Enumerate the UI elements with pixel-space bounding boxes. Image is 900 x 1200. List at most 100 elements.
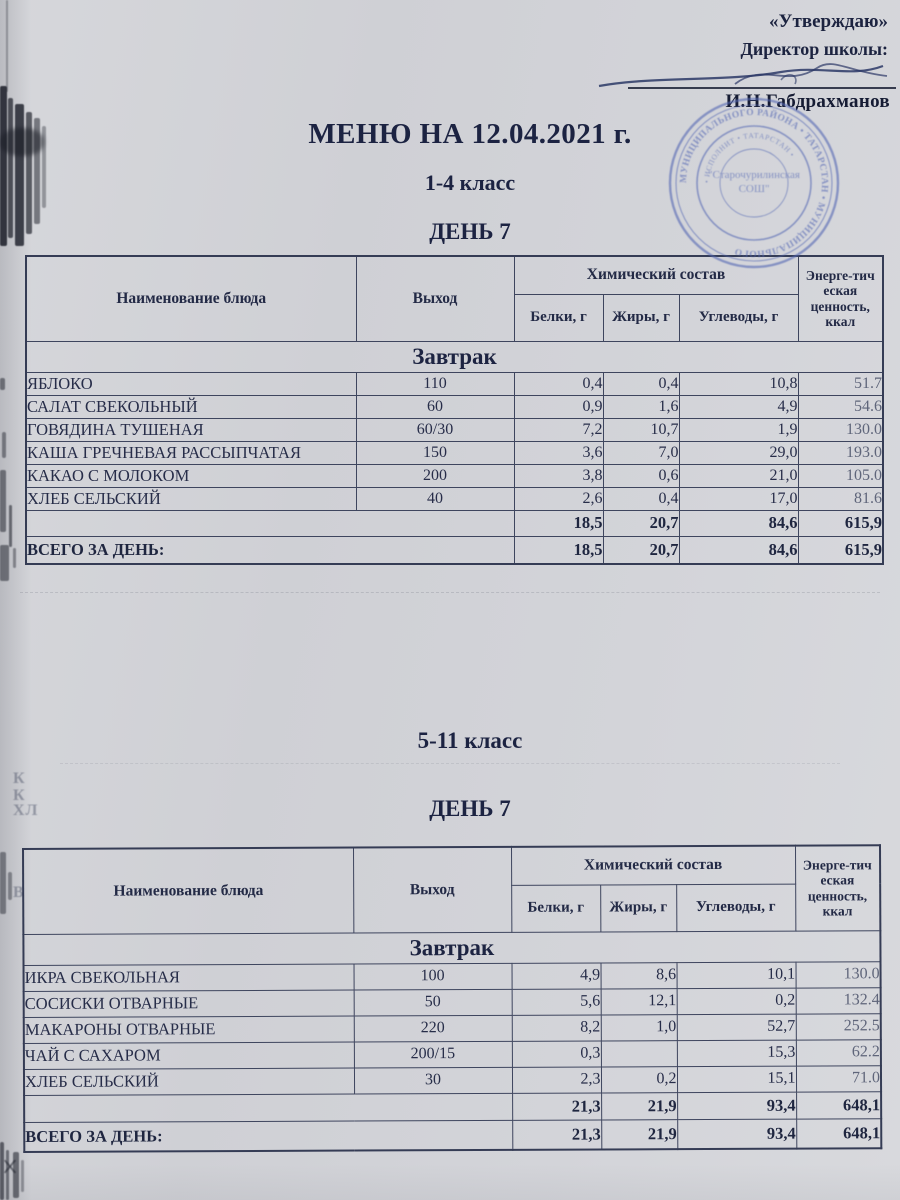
dish-cell: КАША ГРЕЧНЕВАЯ РАССЫПЧАТАЯ <box>25 440 357 465</box>
carbs-cell: 10,1 <box>676 961 796 989</box>
meal-band: Завтрак <box>25 340 884 373</box>
signature-line <box>628 87 896 89</box>
output-cell: 110 <box>355 371 515 396</box>
total-label-cell: ВСЕГО ЗА ДЕНЬ: <box>24 1119 513 1152</box>
protein-cell: 8,2 <box>511 1014 601 1041</box>
meal-band-row: Завтрак <box>25 340 884 373</box>
col-header-dish: Наименование блюда <box>25 255 357 342</box>
output-cell: 100 <box>353 962 512 990</box>
col-header-protein: Белки, г <box>513 293 604 342</box>
fat-total-cell: 20,7 <box>602 535 680 564</box>
energy-cell: 252.5 <box>795 1013 881 1040</box>
col-header-chemical: Химический состав <box>510 845 796 885</box>
signature-scribble <box>598 63 888 88</box>
menu-table-5-11: Наименование блюда Выход Химический сост… <box>22 844 883 1153</box>
fat-cell: 8,6 <box>600 962 677 989</box>
output-cell: 60/30 <box>355 417 515 442</box>
dish-row: КАКАО С МОЛОКОМ 200 3,8 0,6 21,0 105.0 <box>25 463 884 488</box>
approval-quote: «Утверждаю» <box>769 11 888 32</box>
output-cell: 40 <box>355 486 515 511</box>
dish-row: ГОВЯДИНА ТУШЕНАЯ 60/30 7,2 10,7 1,9 130.0 <box>25 417 884 442</box>
scan-faint-line <box>20 592 880 593</box>
scan-smudge <box>6 1150 9 1200</box>
energy-cell: 130.0 <box>797 417 884 442</box>
col-header-protein: Белки, г <box>511 884 601 932</box>
dish-row: МАКАРОНЫ ОТВАРНЫЕ 220 8,2 1,0 52,7 252.5 <box>23 1013 881 1043</box>
fat-cell: 0,4 <box>602 486 680 511</box>
empty-span-cell <box>25 509 515 537</box>
subtotal-row: 21,3 21,9 93,4 648,1 <box>24 1091 882 1122</box>
approval-block: «Утверждаю» Директор школы: <box>741 8 888 62</box>
protein-cell: 3,8 <box>513 463 604 488</box>
scan-smudge <box>9 505 12 547</box>
menu-table-1-4: Наименование блюда Выход Химический сост… <box>25 255 884 565</box>
grade-1-4-title: 1-4 класс <box>424 170 516 195</box>
meal-band: Завтрак <box>23 930 881 965</box>
fat-cell: 0,4 <box>602 371 680 396</box>
energy-cell: 132.4 <box>795 987 881 1014</box>
protein-cell: 0,9 <box>513 394 604 419</box>
energy-total-cell: 615,9 <box>797 535 884 564</box>
fat-cell: 10,7 <box>602 417 680 442</box>
header-row-sub: Белки, г Жиры, г Углеводы, г <box>26 293 883 342</box>
energy-total-cell: 648,1 <box>796 1118 882 1149</box>
output-cell: 150 <box>355 440 515 465</box>
protein-cell: 0,3 <box>511 1040 601 1067</box>
scan-faint-line <box>60 763 840 764</box>
scan-smudge <box>21 1160 24 1192</box>
menu-table-5-11-wrapper: Наименование блюда Выход Химический сост… <box>22 844 883 1153</box>
dish-row: КАША ГРЕЧНЕВАЯ РАССЫПЧАТАЯ 150 3,6 7,0 29,0 1… <box>25 440 884 465</box>
scan-smudge <box>0 470 6 532</box>
protein-total-cell: 21,3 <box>512 1119 602 1150</box>
output-cell: 30 <box>353 1066 513 1094</box>
fat-total-cell: 21,9 <box>601 1092 678 1120</box>
dish-cell: ЯБЛОКО <box>25 371 357 396</box>
col-header-chemical: Химический состав <box>513 255 799 295</box>
dish-row: СОСИСКИ ОТВАРНЫЕ 50 5,6 12,1 0,2 132.4 <box>23 987 881 1017</box>
protein-cell: 2,3 <box>511 1066 602 1093</box>
carbs-cell: 1,9 <box>678 417 799 442</box>
dish-cell: ХЛЕБ СЕЛЬСКИЙ <box>23 1067 355 1095</box>
scan-smudge <box>0 1142 4 1200</box>
protein-cell: 4,9 <box>511 962 601 989</box>
protein-cell: 5,6 <box>511 988 601 1015</box>
scan-smudge <box>0 378 5 390</box>
carbs-total-cell: 84,6 <box>678 535 799 564</box>
dish-cell: ИКРА СВЕКОЛЬНАЯ <box>23 963 354 991</box>
protein-cell: 0,4 <box>513 371 604 396</box>
protein-total-cell: 18,5 <box>513 535 604 564</box>
fat-cell: 1,6 <box>602 394 680 419</box>
energy-cell: 51.7 <box>797 371 884 396</box>
scan-smudge <box>6 0 8 92</box>
fat-cell: 1,0 <box>600 1014 677 1041</box>
col-header-fat: Жиры, г <box>602 293 680 342</box>
header-row-top: Наименование блюда Выход Химический сост… <box>25 255 884 342</box>
total-row: ВСЕГО ЗА ДЕНЬ: 18,5 20,7 84,6 615,9 <box>25 535 884 564</box>
carbs-cell: 52,7 <box>676 1013 796 1041</box>
fat-total-cell: 20,7 <box>602 509 680 537</box>
ghost-letter: К <box>13 770 26 787</box>
energy-total-cell: 615,9 <box>797 509 884 537</box>
fat-cell <box>600 1040 677 1067</box>
dish-row: ХЛЕБ СЕЛЬСКИЙ 40 2,6 0,4 17,0 81.6 <box>25 486 884 511</box>
fat-cell: 7,0 <box>602 440 680 465</box>
carbs-cell: 21,0 <box>678 463 799 488</box>
total-row: ВСЕГО ЗА ДЕНЬ: 21,3 21,9 93,4 648,1 <box>24 1118 882 1152</box>
col-header-dish: Наименование блюда <box>23 847 354 934</box>
menu-table-1-4-wrapper: Наименование блюда Выход Химический сост… <box>25 255 884 565</box>
energy-cell: 81.6 <box>797 486 884 511</box>
scan-smudge <box>3 1159 17 1174</box>
dish-row: ХЛЕБ СЕЛЬСКИЙ 30 2,3 0,2 15,1 71.0 <box>23 1065 882 1095</box>
col-header-energy: Энерге-тич еская ценность, ккал <box>797 255 884 342</box>
dish-row: ЯБЛОКО 110 0,4 0,4 10,8 51.7 <box>25 371 884 396</box>
fat-cell: 12,1 <box>600 988 677 1015</box>
day-title-1: ДЕНЬ 7 <box>429 219 511 244</box>
grade-5-11-title: 5-11 класс <box>417 728 523 753</box>
protein-cell: 3,6 <box>513 440 604 465</box>
col-header-carbs: Углеводы, г <box>676 883 796 932</box>
scan-smudge <box>13 1152 19 1198</box>
col-header-fat: Жиры, г <box>600 884 677 932</box>
carbs-cell: 4,9 <box>678 394 799 419</box>
col-header-energy: Энерге-тич еская ценность, ккал <box>794 845 881 931</box>
carbs-total-cell: 93,4 <box>677 1091 797 1120</box>
